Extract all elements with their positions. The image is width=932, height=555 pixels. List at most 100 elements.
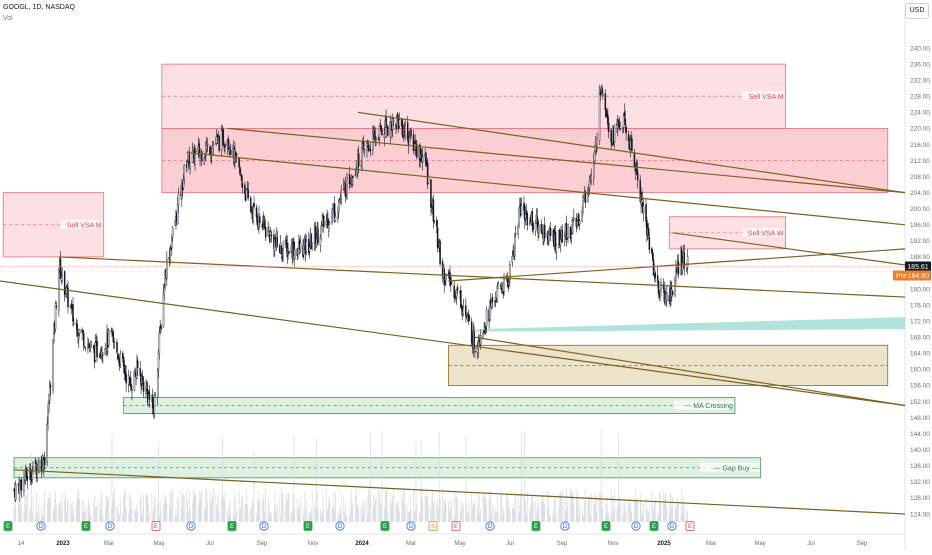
volume-bar xyxy=(672,497,674,522)
event-circle xyxy=(186,521,196,531)
volume-bar xyxy=(449,499,451,522)
time-tick: 14 xyxy=(18,541,25,547)
event-marker-earnings-icon[interactable]: E xyxy=(380,521,390,531)
volume-bar xyxy=(613,509,615,522)
volume-bar xyxy=(19,503,21,522)
candle-body xyxy=(494,297,497,301)
volume-bar xyxy=(163,504,164,522)
event-marker-dividend-icon[interactable]: D xyxy=(36,521,46,531)
trendline-8[interactable] xyxy=(474,336,906,407)
candle-body xyxy=(113,341,116,343)
volume-bar xyxy=(479,513,481,522)
event-marker-earnings-icon[interactable]: E xyxy=(81,521,91,531)
volume-bar xyxy=(472,505,473,522)
price-tick: 176.00 xyxy=(910,302,930,309)
volume-legend: Vol xyxy=(3,15,13,22)
volume-bar xyxy=(605,504,607,522)
volume-bar xyxy=(31,512,33,522)
candle-body xyxy=(465,305,467,316)
volume-bar xyxy=(157,503,159,522)
event-marker-dividend-icon[interactable]: D xyxy=(667,521,677,531)
volume-bar xyxy=(37,511,39,522)
candle-body xyxy=(610,130,612,143)
candle-body xyxy=(328,222,331,225)
candle-body xyxy=(293,249,296,260)
event-marker-dividend-icon[interactable]: D xyxy=(560,521,570,531)
time-tick: May xyxy=(153,541,164,547)
volume-bar xyxy=(525,500,527,522)
time-tick: Jul xyxy=(807,541,815,547)
price-tick: 216.00 xyxy=(910,142,930,149)
candle-body xyxy=(425,152,427,167)
candle-body xyxy=(536,216,539,221)
volume-bar xyxy=(604,514,606,522)
event-marker-earnings-icon[interactable]: E xyxy=(601,521,611,531)
candle-body xyxy=(157,351,160,370)
candle-body xyxy=(227,138,230,147)
event-marker-dividend-icon[interactable]: D xyxy=(485,521,495,531)
event-marker-dividend-icon[interactable]: D xyxy=(186,521,196,531)
volume-bar xyxy=(331,507,333,522)
volume-bar xyxy=(367,514,369,522)
volume-bar xyxy=(683,511,685,522)
event-marker-dividend-icon[interactable]: D xyxy=(259,521,269,531)
volume-bar xyxy=(320,513,322,522)
volume-bar xyxy=(234,515,236,522)
candle-body xyxy=(520,205,523,215)
event-marker-dividend-icon[interactable]: D xyxy=(406,521,416,531)
volume-bar xyxy=(134,509,136,522)
volume-bar xyxy=(571,493,573,522)
volume-bar xyxy=(210,502,212,522)
time-tick: Sep xyxy=(257,541,268,547)
candle-body xyxy=(49,385,52,388)
trendline-1[interactable] xyxy=(186,151,906,226)
volume-bar xyxy=(526,492,528,522)
event-marker-earnings-icon[interactable]: E xyxy=(649,521,659,531)
event-marker-dividend-icon[interactable]: D xyxy=(105,521,115,531)
event-marker-earnings-icon[interactable]: E xyxy=(531,521,541,531)
event-marker-earnings-icon[interactable]: E xyxy=(685,521,695,531)
event-marker-dividend-icon[interactable]: D xyxy=(631,521,641,531)
event-box xyxy=(601,521,611,531)
candle-body xyxy=(366,143,368,152)
trendline-5[interactable] xyxy=(672,232,906,266)
candle-body xyxy=(194,152,196,166)
event-letter: E xyxy=(454,524,458,530)
trendline-3[interactable] xyxy=(357,111,906,194)
candle-body xyxy=(158,332,161,355)
event-letter: E xyxy=(84,524,88,530)
event-marker-earnings-icon[interactable]: E xyxy=(151,521,161,531)
price-tick: 152.00 xyxy=(910,399,930,406)
volume-bar xyxy=(252,503,254,522)
volume-bar xyxy=(410,509,412,522)
candle-body xyxy=(648,237,651,250)
event-marker-earnings-icon[interactable]: E xyxy=(227,521,237,531)
volume-bar xyxy=(653,510,654,522)
candle-body xyxy=(639,180,641,202)
price-tick: 236.00 xyxy=(910,61,930,68)
event-marker-earnings-icon[interactable]: E xyxy=(3,521,13,531)
event-marker-earnings-icon[interactable]: E xyxy=(451,521,461,531)
event-marker-split-icon[interactable]: S xyxy=(428,521,438,531)
volume-bar xyxy=(344,511,345,522)
volume-bar xyxy=(601,497,603,522)
candle-body xyxy=(325,221,328,226)
trendline-7[interactable] xyxy=(13,469,906,515)
volume-bar xyxy=(471,492,473,522)
price-tick: 172.00 xyxy=(910,318,930,325)
candle-body xyxy=(473,331,475,349)
trendline-2[interactable] xyxy=(227,127,906,194)
volume-bar xyxy=(374,498,376,522)
candle-body xyxy=(34,459,37,465)
event-box xyxy=(531,521,541,531)
currency-button[interactable]: USD xyxy=(905,3,929,19)
event-marker-earnings-icon[interactable]: E xyxy=(303,521,313,531)
candle-body xyxy=(245,188,248,200)
trendline-6[interactable] xyxy=(0,280,906,407)
trendline-0[interactable] xyxy=(58,256,906,298)
volume-bar xyxy=(648,512,649,522)
event-marker-dividend-icon[interactable]: D xyxy=(335,521,345,531)
candle-body xyxy=(195,149,197,152)
